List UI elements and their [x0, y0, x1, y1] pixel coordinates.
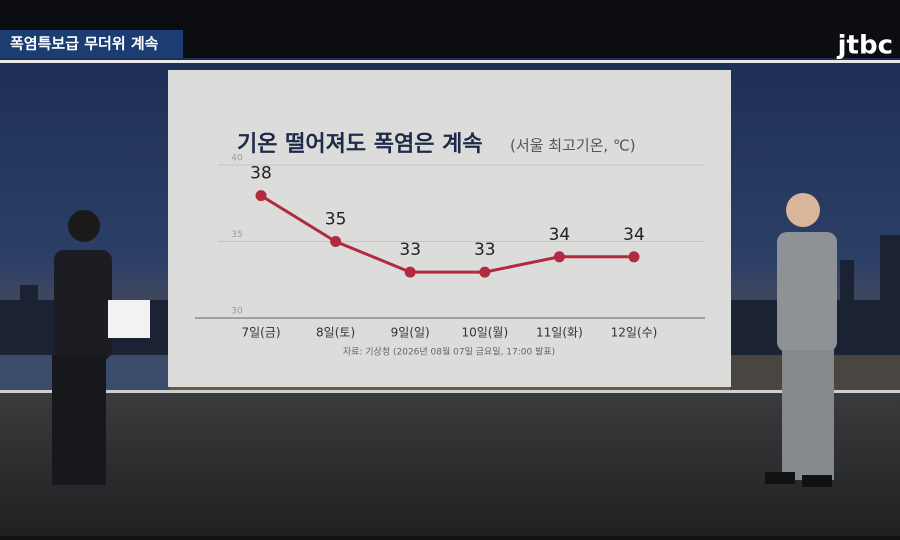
x-tick-label: 8일(토) — [316, 326, 355, 340]
y-tick-label: 40 — [231, 154, 243, 164]
data-label: 38 — [250, 164, 272, 184]
x-tick-label: 12일(수) — [611, 326, 658, 340]
chart-title: 기온 떨어져도 폭염은 계속 — [237, 132, 483, 157]
chart-subtitle: (서울 최고기온, ℃) — [510, 137, 636, 155]
data-label: 33 — [399, 240, 421, 260]
logo: jtbc — [837, 31, 893, 61]
point — [628, 251, 640, 263]
point — [479, 266, 491, 278]
plot: 30 35 40 7일(금) 8일(토) 9일(일) 10일(월) 11일(화) 12일(수) 3… — [195, 154, 705, 340]
chart-board — [168, 70, 731, 387]
studio-floor — [0, 393, 900, 536]
banner-text: 폭염특보급 무더위 계속 — [10, 35, 159, 53]
point — [553, 251, 565, 263]
x-tick-label: 7일(금) — [241, 326, 280, 340]
data-label: 34 — [549, 225, 571, 245]
x-tick-label: 10일(월) — [461, 326, 508, 340]
x-tick-label: 9일(일) — [391, 326, 430, 340]
point — [255, 190, 267, 202]
line — [260, 194, 634, 274]
banner-box — [0, 30, 183, 58]
x-tick-label: 11일(화) — [536, 326, 583, 340]
y-tick-label: 35 — [231, 230, 242, 240]
point — [404, 266, 416, 278]
stripe — [0, 60, 900, 63]
presenter-left — [52, 210, 150, 485]
point — [330, 236, 342, 247]
y-tick-label: 30 — [231, 307, 243, 317]
presenter-right — [765, 193, 837, 487]
data-label: 35 — [325, 210, 347, 230]
data-label: 33 — [474, 240, 496, 260]
source-note: 자료: 기상청 (2026년 08월 07일 금요일, 17:00 발표) — [343, 346, 555, 358]
stripe — [0, 390, 900, 393]
data-label: 34 — [623, 225, 645, 245]
